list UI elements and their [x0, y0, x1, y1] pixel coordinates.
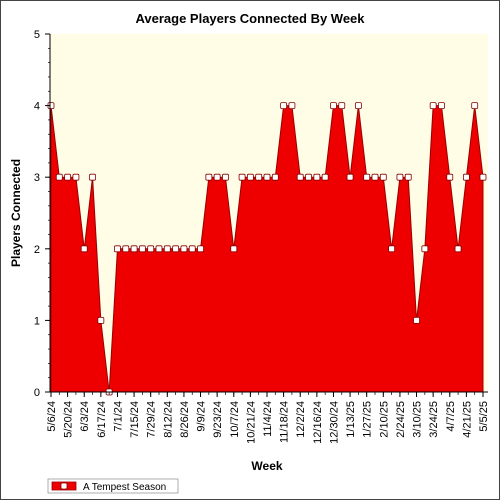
data-point [64, 173, 72, 181]
marker-layer [47, 102, 487, 396]
data-point [296, 173, 304, 181]
y-tick-labels: 0 1 2 3 4 5 [34, 29, 40, 399]
x-tick-label: 8/12/24 [162, 401, 174, 438]
y-tick-label: 4 [34, 101, 40, 113]
data-point [446, 173, 454, 181]
x-tick-label: 11/18/24 [279, 401, 291, 443]
data-point [155, 245, 163, 253]
data-point [280, 102, 288, 109]
y-tick-label: 3 [34, 172, 40, 184]
x-axis-label: Week [251, 459, 282, 473]
x-tick-label: 10/7/24 [229, 401, 241, 438]
legend-marker [60, 482, 68, 490]
data-point [413, 316, 420, 324]
data-point [213, 173, 221, 181]
data-point [230, 245, 238, 253]
data-point [371, 173, 379, 181]
data-point [197, 245, 204, 253]
x-tick-label: 1/27/25 [362, 401, 374, 438]
data-point [55, 173, 63, 181]
data-point [89, 173, 96, 181]
data-point [454, 245, 462, 253]
x-tick-label: 3/10/25 [412, 401, 424, 438]
data-point [263, 173, 271, 181]
data-point [313, 173, 321, 181]
chart-title: Average Players Connected By Week [135, 11, 365, 26]
x-tick-label: 12/30/24 [328, 401, 340, 444]
data-point [180, 245, 188, 253]
x-tick-label: 6/17/24 [96, 401, 108, 438]
x-tick-label: 6/3/24 [79, 401, 91, 432]
y-tick-label: 5 [34, 29, 40, 41]
x-tick-label: 5/20/24 [63, 401, 75, 438]
x-tick-label: 5/6/24 [46, 401, 58, 432]
x-tick-label: 11/4/24 [262, 401, 274, 437]
x-tick-label: 9/23/24 [212, 401, 224, 438]
legend: A Tempest Season [47, 478, 179, 494]
y-tick-label: 2 [34, 244, 40, 256]
data-point [288, 102, 296, 109]
x-tick-label: 3/24/25 [428, 401, 440, 438]
data-point [429, 102, 437, 109]
data-point [354, 102, 362, 109]
data-point [72, 173, 80, 181]
data-point [471, 102, 479, 109]
x-tick-label: 4/7/25 [445, 401, 457, 432]
data-point [479, 173, 487, 181]
data-point [138, 245, 146, 253]
x-tick-label: 5/5/25 [478, 401, 490, 432]
y-tick-label: 1 [34, 315, 40, 327]
data-point [396, 173, 404, 181]
x-tick-label: 1/13/25 [345, 401, 357, 438]
x-tick-label: 9/9/24 [196, 401, 208, 432]
data-point [321, 173, 329, 181]
x-tick-label: 2/10/25 [378, 401, 390, 438]
data-point [346, 173, 354, 181]
data-point [222, 173, 229, 181]
axes-layer [45, 33, 488, 397]
data-point [147, 245, 155, 253]
data-point [438, 102, 445, 109]
data-point [172, 245, 180, 253]
data-point [163, 245, 171, 253]
data-point [205, 173, 213, 181]
data-point [246, 173, 254, 181]
data-point [404, 173, 412, 181]
legend-label: A Tempest Season [83, 482, 166, 493]
data-point [363, 173, 371, 181]
x-tick-label: 12/2/24 [295, 401, 307, 438]
legend-box [47, 478, 179, 494]
data-point [130, 245, 138, 253]
x-tick-label: 4/21/25 [461, 401, 473, 438]
x-tick-label: 7/15/24 [129, 401, 141, 438]
x-tick-label: 8/26/24 [179, 401, 191, 438]
y-axis-label: Players Connected [9, 159, 23, 267]
data-point [421, 245, 429, 253]
x-tick-label: 7/1/24 [112, 401, 124, 432]
data-point [122, 245, 130, 253]
data-point [330, 102, 337, 109]
data-point [97, 316, 105, 324]
data-point [238, 173, 246, 181]
data-point [388, 245, 396, 253]
data-point [255, 173, 263, 181]
data-point [80, 245, 88, 253]
x-tick-label: 7/29/24 [146, 401, 158, 438]
data-point [114, 245, 121, 253]
x-tick-label: 10/21/24 [245, 401, 257, 444]
data-point [188, 245, 196, 253]
data-point [305, 173, 312, 181]
data-point [379, 173, 387, 181]
data-point [462, 173, 470, 181]
y-tick-label: 0 [34, 387, 40, 399]
data-point [338, 102, 346, 109]
x-tick-label: 12/16/24 [312, 401, 324, 444]
x-tick-labels: 5/6/24 5/20/24 6/3/24 6/17/24 7/1/24 7/15/24 7… [46, 401, 490, 444]
data-point [271, 173, 279, 181]
x-tick-label: 2/24/25 [395, 401, 407, 438]
